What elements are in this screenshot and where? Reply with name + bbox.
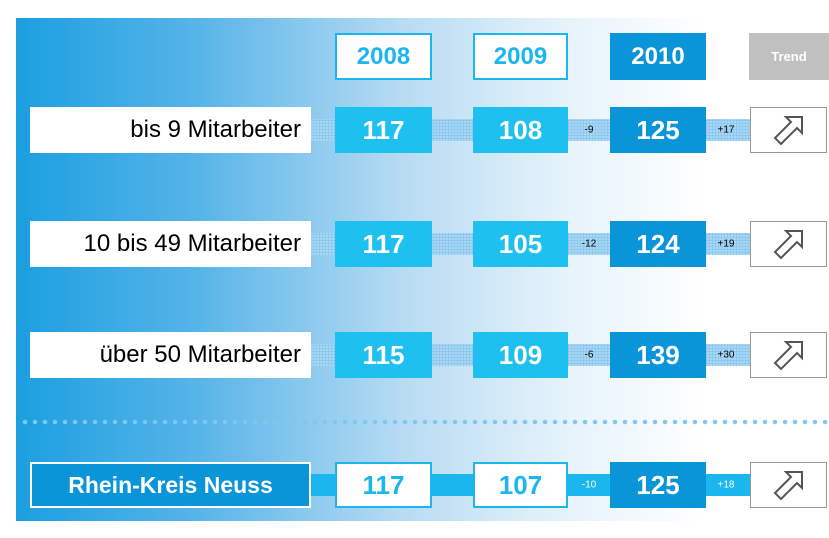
change-label: +17 — [717, 124, 735, 136]
change-label: -6 — [584, 349, 594, 361]
change-label: -9 — [584, 124, 594, 136]
row-label: Rhein-Kreis Neuss — [30, 462, 311, 508]
value-cell: 107 — [473, 462, 568, 508]
value-cell: 117 — [335, 221, 432, 267]
divider — [20, 419, 829, 425]
trend-icon — [750, 107, 827, 153]
change-label: +30 — [717, 349, 735, 361]
arrow-up-right — [773, 341, 803, 371]
value-cell: 124 — [610, 221, 706, 267]
change-label: -10 — [581, 479, 597, 491]
arrow-up-right — [773, 116, 803, 146]
column-header: 2009 — [473, 33, 568, 80]
column-header: 2010 — [610, 33, 706, 80]
column-header: Trend — [749, 33, 829, 80]
value-cell: 108 — [473, 107, 568, 153]
row-label: 10 bis 49 Mitarbeiter — [30, 221, 311, 267]
change-label: +19 — [717, 238, 735, 250]
value-cell: 115 — [335, 332, 432, 378]
arrow-up-right — [773, 471, 803, 501]
value-cell: 125 — [610, 462, 706, 508]
change-label: +18 — [717, 479, 735, 491]
value-cell: 117 — [335, 462, 432, 508]
panel — [16, 18, 829, 521]
row-label: bis 9 Mitarbeiter — [30, 107, 311, 153]
trend-icon — [750, 332, 827, 378]
value-cell: 117 — [335, 107, 432, 153]
trend-icon — [750, 221, 827, 267]
change-label: -12 — [581, 238, 597, 250]
trend-icon — [750, 462, 827, 508]
row-label: über 50 Mitarbeiter — [30, 332, 311, 378]
column-header: 2008 — [335, 33, 432, 80]
value-cell: 125 — [610, 107, 706, 153]
arrow-up-right — [773, 230, 803, 260]
value-cell: 109 — [473, 332, 568, 378]
value-cell: 139 — [610, 332, 706, 378]
value-cell: 105 — [473, 221, 568, 267]
